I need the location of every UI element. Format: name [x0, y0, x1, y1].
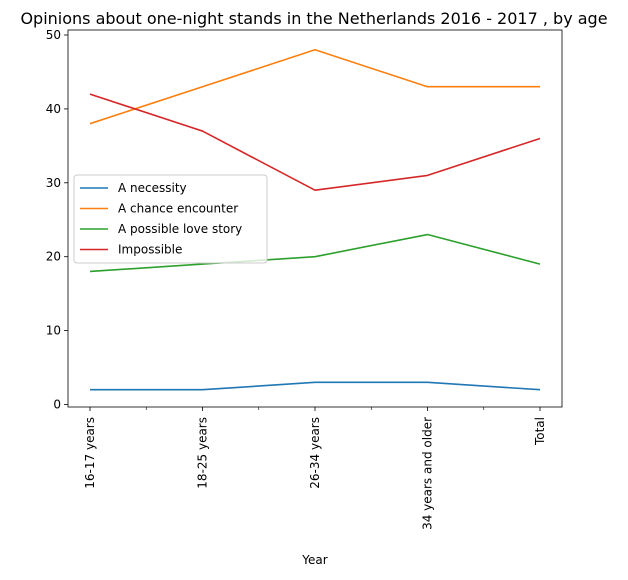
plot-area: 0 10 20 30 40 50 16-17 years 18-25 years 26-34 y… [46, 28, 562, 530]
legend: A necessity A chance encounter A possible … [74, 175, 267, 263]
y-tick-label: 0 [53, 398, 61, 412]
y-tick-label: 50 [46, 28, 61, 42]
y-tick-label: 30 [46, 176, 61, 190]
x-tick-label: 18-25 years [196, 417, 210, 489]
legend-label: A necessity [118, 181, 187, 195]
x-tick-label: Total [533, 417, 547, 446]
series-line-a-necessity [90, 382, 540, 389]
legend-label: A chance encounter [118, 202, 238, 216]
x-tick-label: 26-34 years [308, 417, 322, 489]
y-tick-label: 10 [46, 324, 61, 338]
y-tick-label: 20 [46, 250, 61, 264]
series-line-a-chance-encounter [90, 50, 540, 124]
legend-label: Impossible [118, 243, 182, 257]
chart-title: Opinions about one-night stands in the N… [20, 9, 607, 28]
x-tick-label: 16-17 years [83, 417, 97, 489]
x-tick-label: 34 years and older [421, 417, 435, 530]
y-tick-label: 40 [46, 102, 61, 116]
legend-label: A possible love story [118, 222, 242, 236]
x-axis-label: Year [301, 553, 327, 567]
